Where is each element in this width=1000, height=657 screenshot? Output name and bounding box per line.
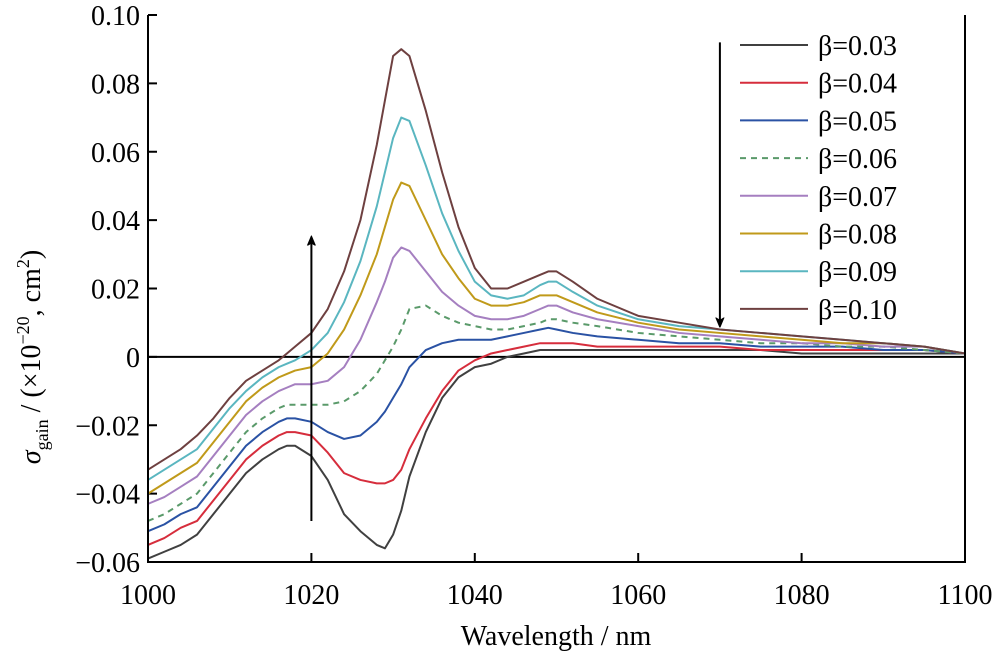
series-line [147, 246, 966, 505]
x-tick-label: 1100 [938, 580, 993, 611]
y-title-sub: gain [32, 419, 52, 450]
y-tick-label: 0.06 [91, 138, 140, 169]
legend-label: β=0.07 [818, 182, 897, 213]
legend-label: β=0.06 [818, 144, 897, 175]
y-axis-title: σgain / (×10−20, cm2) [13, 250, 52, 464]
y-tick-label: 0.02 [91, 275, 140, 306]
x-tick-label: 1080 [774, 580, 830, 611]
y-tick-label: −0.04 [75, 480, 140, 511]
x-tick-label: 1020 [283, 580, 339, 611]
y-tick-label: −0.02 [75, 411, 140, 442]
x-tick-label: 1060 [610, 580, 666, 611]
y-title-text: ) [16, 250, 47, 259]
series-line [147, 304, 966, 522]
legend-label: β=0.10 [818, 295, 897, 326]
y-title-text: , cm [16, 268, 47, 316]
x-tick-label: 1000 [120, 580, 176, 611]
y-tick-label: 0 [126, 343, 140, 374]
series-line [147, 181, 966, 495]
legend-label: β=0.05 [818, 106, 897, 137]
y-title-text: / (×10 [16, 344, 47, 419]
y-tick-label: 0.10 [91, 1, 140, 32]
series-line [147, 116, 966, 481]
x-tick-label: 1040 [447, 580, 503, 611]
y-title-symbol: σ [16, 449, 47, 464]
legend-label: β=0.03 [818, 31, 897, 62]
series-line [147, 342, 966, 546]
x-axis-title: Wavelength / nm [461, 621, 652, 652]
legend-label: β=0.08 [818, 220, 897, 251]
y-tick-label: −0.06 [75, 548, 140, 579]
axis-frame [147, 15, 966, 563]
legend-label: β=0.04 [818, 69, 897, 100]
y-title-sup: 2 [13, 259, 33, 268]
series-line [147, 349, 965, 560]
series-line [147, 48, 966, 471]
y-tick-label: 0.08 [91, 69, 140, 100]
series-line [147, 326, 966, 533]
legend-label: β=0.09 [818, 257, 897, 288]
y-title-sup: −20 [13, 316, 33, 344]
y-tick-label: 0.04 [91, 206, 140, 237]
